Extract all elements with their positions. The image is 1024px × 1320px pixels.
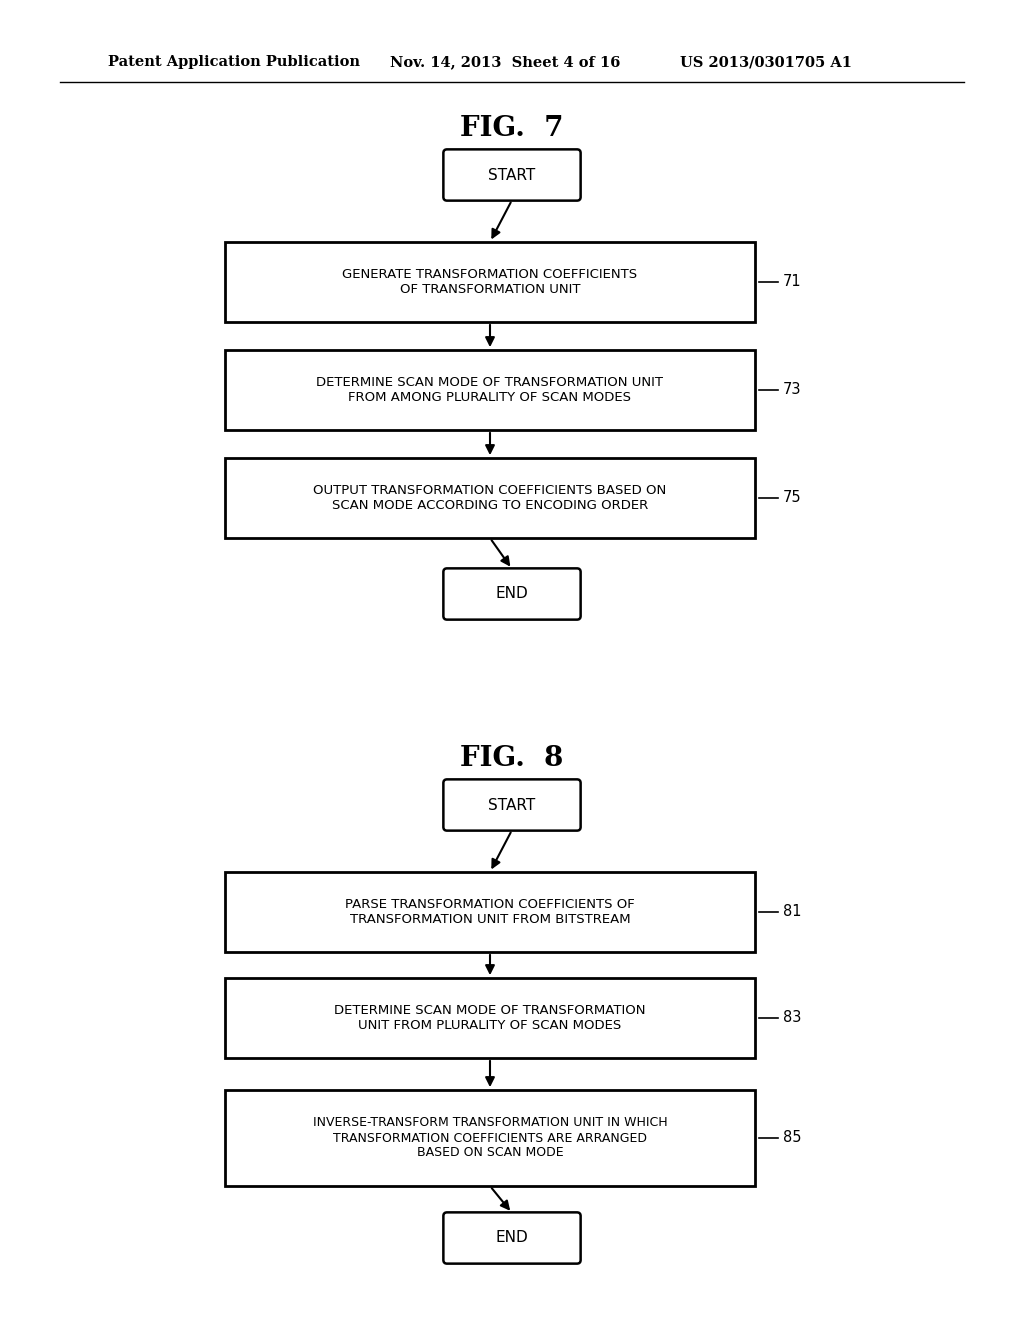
Bar (225, 873, 755, 952)
Bar (225, 458, 755, 539)
Text: FIG.  7: FIG. 7 (460, 115, 564, 141)
Text: 75: 75 (783, 491, 802, 506)
Text: 71: 71 (783, 275, 802, 289)
FancyBboxPatch shape (443, 779, 581, 830)
Text: DETERMINE SCAN MODE OF TRANSFORMATION UNIT
FROM AMONG PLURALITY OF SCAN MODES: DETERMINE SCAN MODE OF TRANSFORMATION UN… (316, 376, 664, 404)
Text: END: END (496, 586, 528, 602)
Text: 73: 73 (783, 383, 802, 397)
Text: END: END (496, 1230, 528, 1246)
Text: US 2013/0301705 A1: US 2013/0301705 A1 (680, 55, 852, 69)
FancyBboxPatch shape (443, 149, 581, 201)
Text: INVERSE-TRANSFORM TRANSFORMATION UNIT IN WHICH
TRANSFORMATION COEFFICIENTS ARE A: INVERSE-TRANSFORM TRANSFORMATION UNIT IN… (312, 1117, 668, 1159)
Text: START: START (488, 168, 536, 182)
Bar (225, 1090, 755, 1185)
FancyBboxPatch shape (443, 569, 581, 619)
Text: GENERATE TRANSFORMATION COEFFICIENTS
OF TRANSFORMATION UNIT: GENERATE TRANSFORMATION COEFFICIENTS OF … (342, 268, 638, 296)
Text: Nov. 14, 2013  Sheet 4 of 16: Nov. 14, 2013 Sheet 4 of 16 (390, 55, 621, 69)
Text: OUTPUT TRANSFORMATION COEFFICIENTS BASED ON
SCAN MODE ACCORDING TO ENCODING ORDE: OUTPUT TRANSFORMATION COEFFICIENTS BASED… (313, 484, 667, 512)
Bar (225, 978, 755, 1059)
Text: Patent Application Publication: Patent Application Publication (108, 55, 360, 69)
Bar (225, 242, 755, 322)
Text: 83: 83 (783, 1011, 802, 1026)
Text: PARSE TRANSFORMATION COEFFICIENTS OF
TRANSFORMATION UNIT FROM BITSTREAM: PARSE TRANSFORMATION COEFFICIENTS OF TRA… (345, 898, 635, 927)
Text: 81: 81 (783, 904, 802, 920)
Text: DETERMINE SCAN MODE OF TRANSFORMATION
UNIT FROM PLURALITY OF SCAN MODES: DETERMINE SCAN MODE OF TRANSFORMATION UN… (334, 1005, 646, 1032)
Text: START: START (488, 797, 536, 813)
FancyBboxPatch shape (443, 1212, 581, 1263)
Text: 85: 85 (783, 1130, 802, 1146)
Bar (225, 350, 755, 430)
Text: FIG.  8: FIG. 8 (461, 744, 563, 771)
